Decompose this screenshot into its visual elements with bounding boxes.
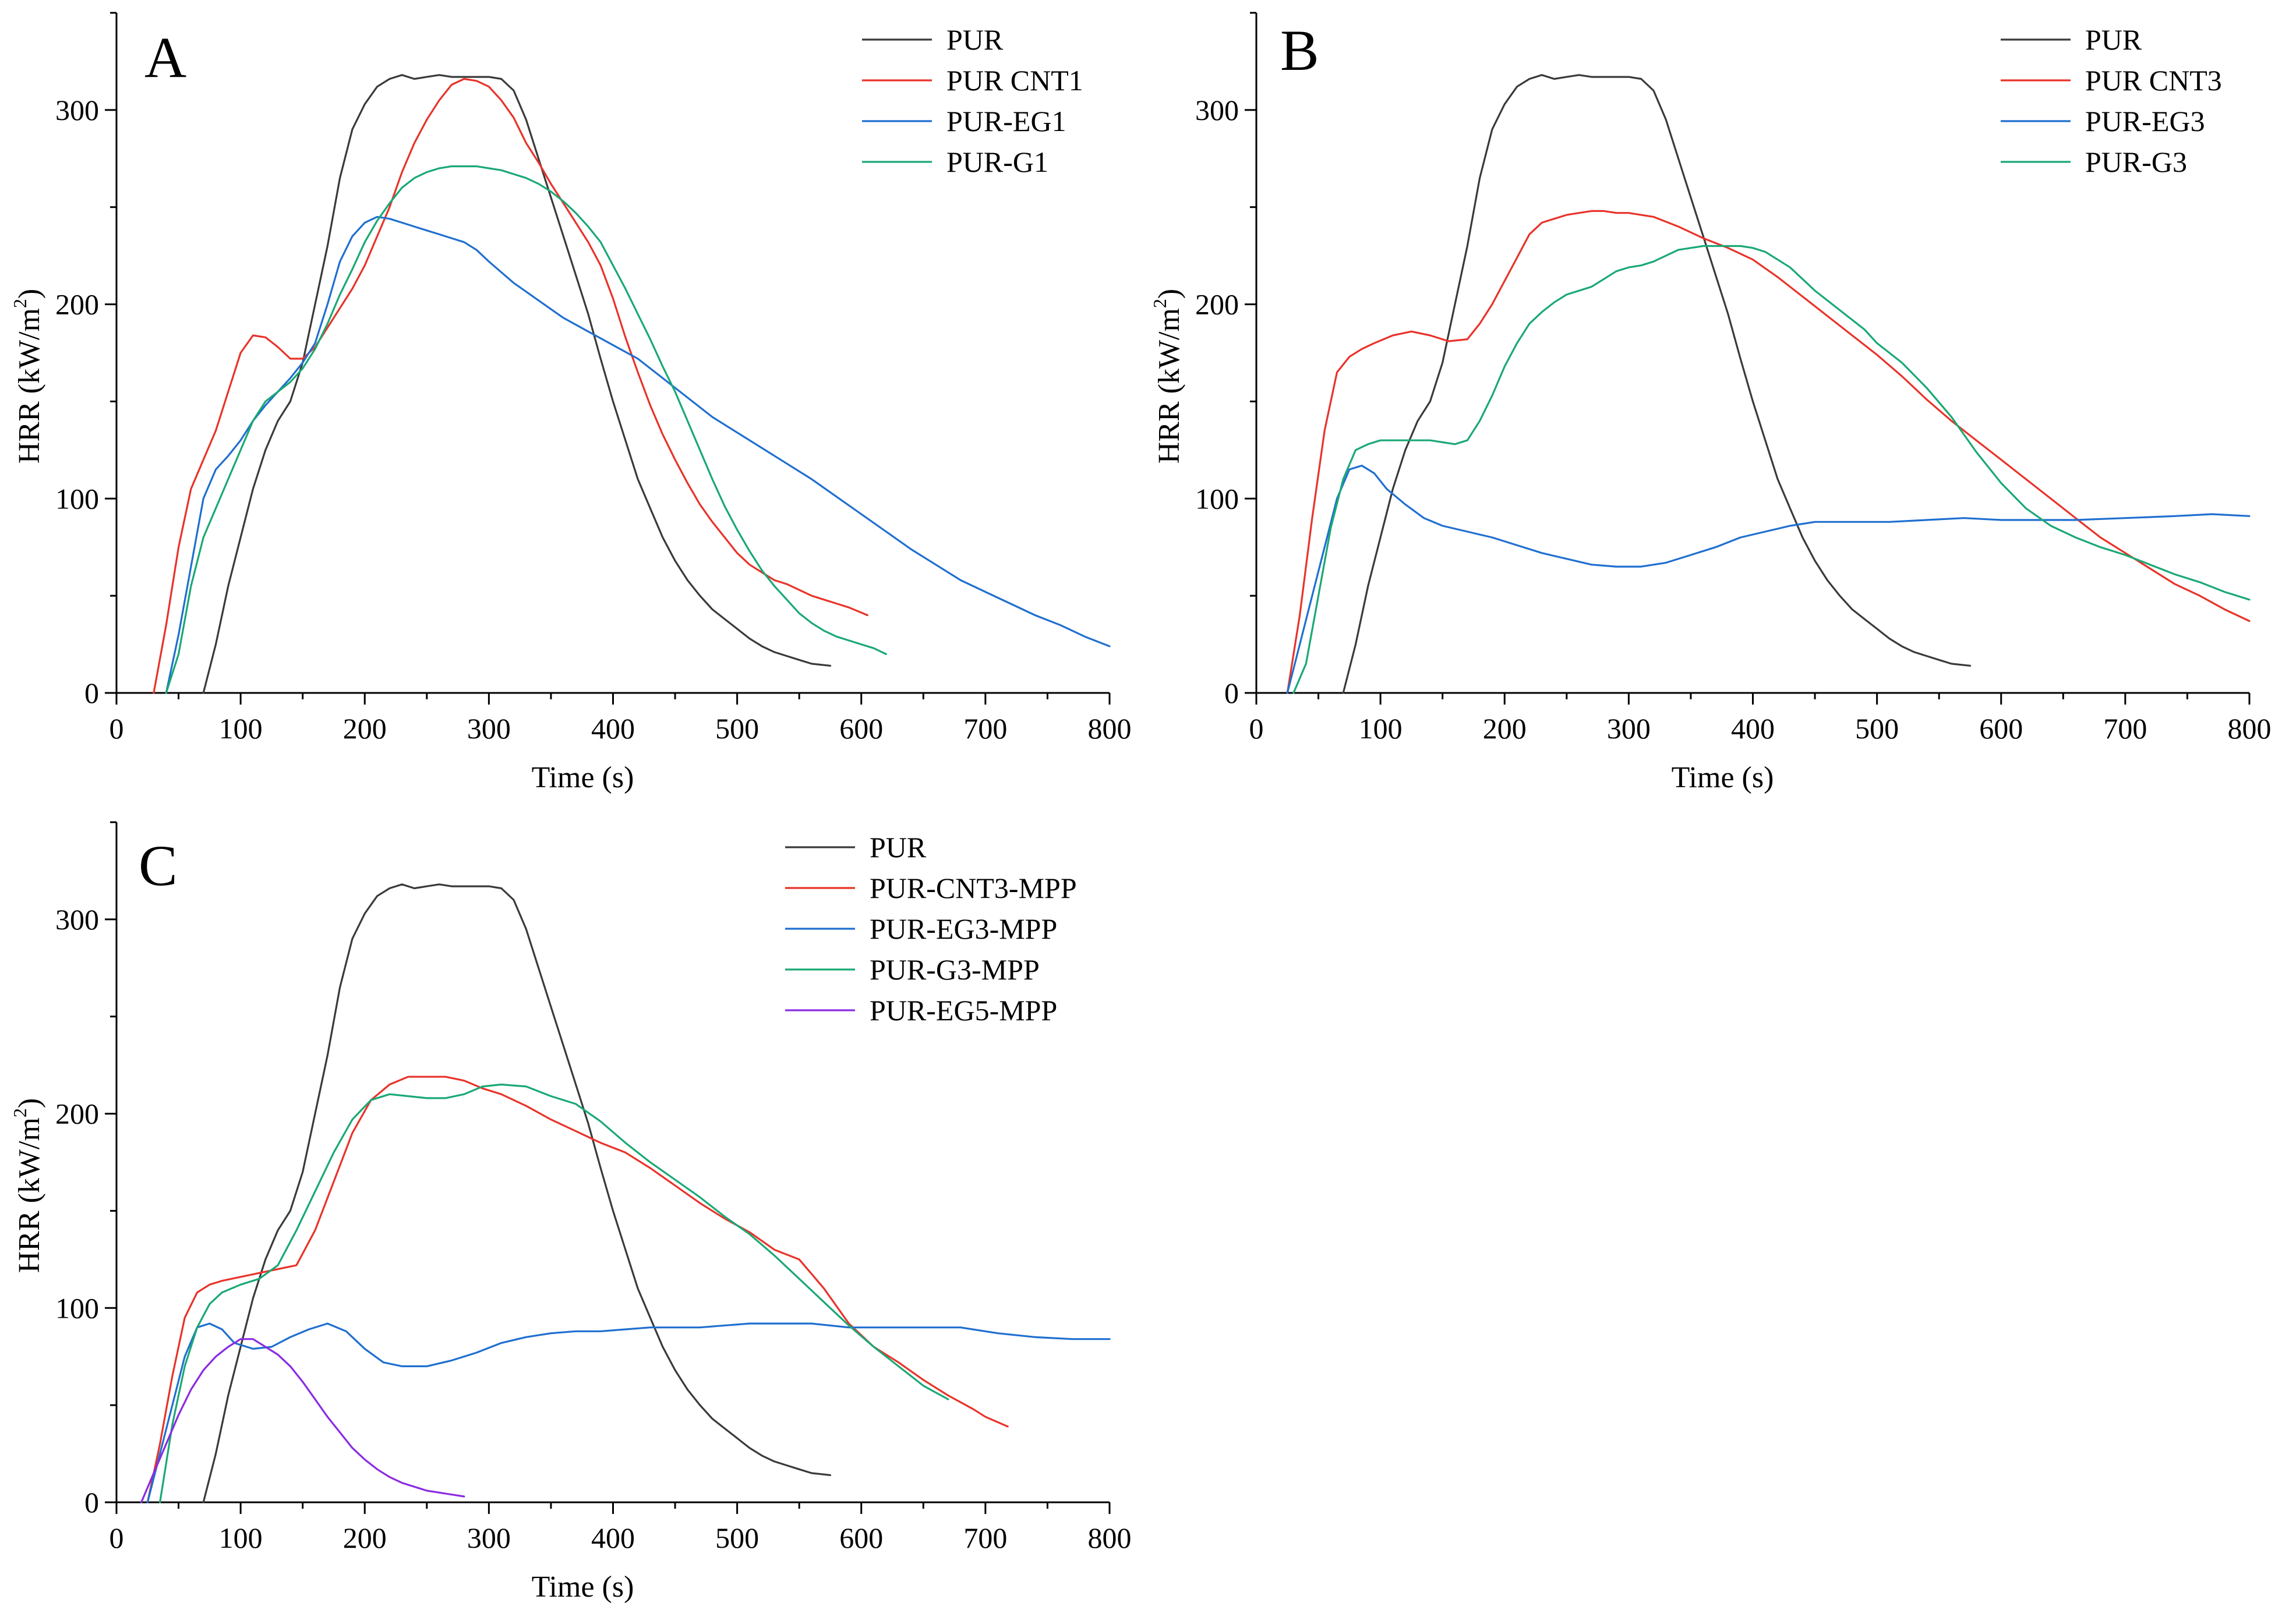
x-tick-label: 800 <box>1088 712 1132 745</box>
legend-label: PUR <box>946 23 1004 56</box>
y-tick-label: 100 <box>55 482 99 515</box>
x-tick-label: 0 <box>109 712 124 745</box>
series-line-pur-cnt1 <box>153 77 869 694</box>
legend-label: PUR-G1 <box>946 146 1048 178</box>
x-tick-label: 800 <box>2228 712 2272 745</box>
y-axis-title-superscript: 2 <box>1149 299 1170 308</box>
y-tick-label: 300 <box>55 94 99 126</box>
panel-letter: A <box>144 25 186 90</box>
x-tick-label: 700 <box>963 1522 1007 1554</box>
y-tick-label: 200 <box>55 288 99 321</box>
x-tick-label: 100 <box>1359 712 1403 745</box>
series-line-pur-cnt3 <box>1286 210 2251 694</box>
x-tick-label: 200 <box>1483 712 1527 745</box>
y-tick-label: 300 <box>55 903 99 936</box>
series-line-pur-eg5-mpp <box>140 1338 465 1503</box>
legend-label: PUR-EG1 <box>946 105 1066 137</box>
x-tick-label: 500 <box>715 712 759 745</box>
series-line-pur <box>202 883 832 1503</box>
y-axis-title-close: ) <box>1153 289 1186 299</box>
y-axis-title-close: ) <box>13 1098 46 1108</box>
panel-letter: B <box>1280 18 1319 83</box>
x-tick-label: 800 <box>1088 1522 1132 1554</box>
chart-panel-b: 0 100 200 300 400 500 600 700 800 0 100 200 300 Time … <box>1149 12 2272 794</box>
x-tick-label: 600 <box>1979 712 2023 745</box>
legend-label: PUR-G3 <box>2085 146 2187 178</box>
y-axis-title: HRR (kW/m2) <box>1149 289 1186 464</box>
y-tick-label: 100 <box>55 1292 99 1324</box>
y-tick-label: 0 <box>84 677 99 709</box>
legend-label: PUR-CNT3-MPP <box>870 872 1077 904</box>
x-tick-label: 300 <box>467 1522 511 1554</box>
legend-label: PUR <box>870 831 927 864</box>
x-tick-label: 400 <box>591 712 635 745</box>
legend-label: PUR CNT3 <box>2085 64 2222 97</box>
y-tick-label: 200 <box>1195 288 1239 321</box>
x-tick-label: 400 <box>591 1522 635 1554</box>
series-line-pur <box>1342 74 1972 694</box>
x-tick-label: 100 <box>219 1522 263 1554</box>
y-tick-label: 100 <box>1195 482 1239 515</box>
legend-label: PUR-G3-MPP <box>870 953 1040 986</box>
y-axis-title-main: HRR (kW/m <box>13 308 46 464</box>
y-axis-title: HRR (kW/m2) <box>9 1098 46 1273</box>
panel-letter: C <box>139 833 178 898</box>
x-tick-label: 0 <box>109 1522 124 1554</box>
x-tick-label: 700 <box>2103 712 2147 745</box>
series-line-pur-eg1 <box>165 215 1111 694</box>
y-axis-title-superscript: 2 <box>9 1108 30 1117</box>
y-axis-title-superscript: 2 <box>9 299 30 308</box>
series-line-pur-g3-mpp <box>159 1083 949 1503</box>
y-tick-label: 0 <box>84 1486 99 1519</box>
x-tick-label: 100 <box>219 712 263 745</box>
chart-panel-a: 0 100 200 300 400 500 600 700 800 0 100 200 300 Time … <box>9 12 1132 794</box>
x-tick-label: 600 <box>839 1522 883 1554</box>
series-line-pur-eg3 <box>1286 464 2251 694</box>
legend-label: PUR-EG3-MPP <box>870 912 1057 945</box>
y-axis-title: HRR (kW/m2) <box>9 289 46 464</box>
y-tick-label: 300 <box>1195 94 1239 126</box>
y-axis-title-main: HRR (kW/m <box>1153 308 1186 464</box>
series-line-pur-cnt3-mpp <box>146 1075 1009 1503</box>
legend-label: PUR <box>2085 23 2142 56</box>
legend-label: PUR-EG5-MPP <box>870 994 1057 1027</box>
x-tick-label: 500 <box>1855 712 1899 745</box>
y-tick-label: 0 <box>1224 677 1239 709</box>
x-axis-title: Time (s) <box>532 761 634 794</box>
x-axis-title: Time (s) <box>1672 761 1774 794</box>
x-tick-label: 400 <box>1731 712 1775 745</box>
y-axis-title-main: HRR (kW/m <box>13 1117 46 1273</box>
legend-label: PUR-EG3 <box>2085 105 2205 137</box>
chart-panel-c: 0 100 200 300 400 500 600 700 800 0 100 200 300 Time … <box>9 821 1132 1604</box>
y-tick-label: 200 <box>55 1098 99 1130</box>
series-line-pur <box>202 74 832 694</box>
series-line-pur-g1 <box>165 165 888 694</box>
x-tick-label: 600 <box>839 712 883 745</box>
x-axis-title: Time (s) <box>532 1570 634 1604</box>
series-line-pur-g3 <box>1292 245 2251 694</box>
x-tick-label: 200 <box>343 712 387 745</box>
x-tick-label: 300 <box>467 712 511 745</box>
series-line-pur-eg3-mpp <box>146 1322 1111 1503</box>
x-tick-label: 300 <box>1607 712 1651 745</box>
y-axis-title-close: ) <box>13 289 46 299</box>
x-tick-label: 0 <box>1249 712 1264 745</box>
x-tick-label: 700 <box>963 712 1007 745</box>
x-tick-label: 200 <box>343 1522 387 1554</box>
legend-label: PUR CNT1 <box>946 64 1083 97</box>
x-tick-label: 500 <box>715 1522 759 1554</box>
